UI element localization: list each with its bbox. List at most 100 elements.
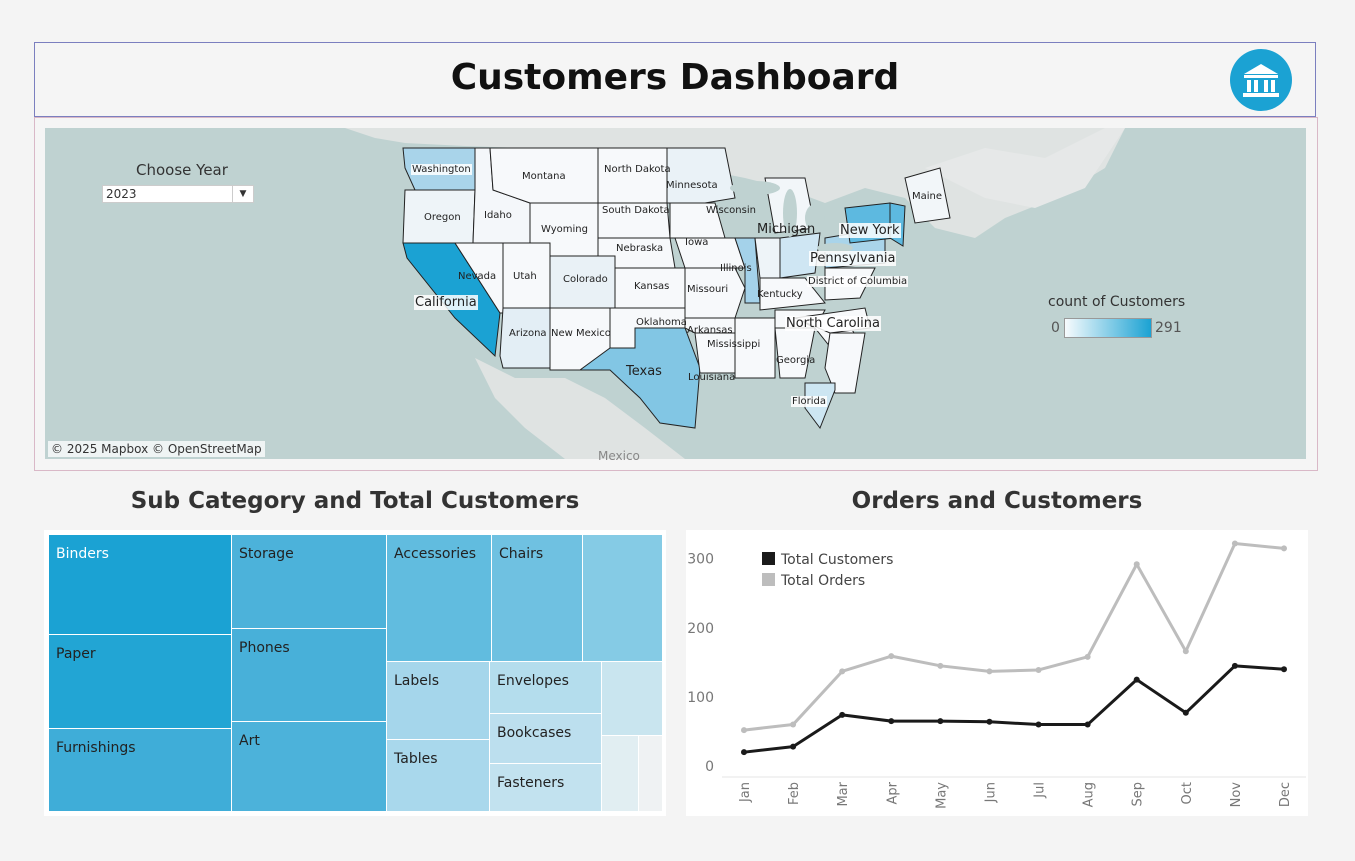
state-label: New York	[839, 223, 901, 238]
treemap-tile[interactable]: Bookcases	[489, 713, 602, 764]
tile-label: Phones	[239, 640, 290, 656]
data-point	[839, 668, 846, 675]
tile-label: Tables	[394, 751, 438, 767]
state-label: Wisconsin	[706, 205, 756, 216]
data-point	[1182, 648, 1189, 655]
tile-label: Envelopes	[497, 673, 569, 689]
series-line	[743, 664, 1285, 754]
state-label: South Dakota	[602, 205, 670, 216]
treemap-tile[interactable]: Furnishings	[48, 728, 232, 812]
state-label: Mississippi	[707, 339, 761, 350]
year-filter-label: Choose Year	[136, 161, 228, 179]
data-point	[888, 653, 895, 660]
tile-label: Furnishings	[56, 740, 136, 756]
state-label: Maine	[912, 191, 943, 202]
state-label: New Mexico	[551, 328, 611, 339]
data-point	[1133, 676, 1140, 683]
state-label: Iowa	[685, 237, 709, 248]
x-tick-label: Apr	[885, 781, 900, 804]
treemap-tile[interactable]	[582, 534, 663, 662]
state-label: Missouri	[687, 284, 729, 295]
state-label: Nevada	[458, 271, 497, 282]
state-label: Oklahoma	[636, 317, 687, 328]
map-legend-min: 0	[1051, 320, 1060, 336]
treemap-tile[interactable]: Fasteners	[489, 763, 602, 812]
legend-label: Total Customers	[780, 552, 893, 568]
treemap-tile[interactable]: Paper	[48, 634, 232, 729]
series-line	[743, 542, 1285, 732]
data-point	[1231, 540, 1238, 547]
state-label: Utah	[513, 271, 537, 282]
state-label: Illinois	[720, 263, 752, 274]
y-tick-label: 100	[687, 690, 714, 706]
state-label: Pennsylvania	[809, 251, 897, 266]
treemap-tile[interactable]: Accessories	[386, 534, 492, 662]
state-label: Oregon	[424, 212, 461, 223]
state-label: California	[414, 295, 478, 310]
state-label: North Carolina	[785, 316, 881, 331]
y-tick-label: 200	[687, 621, 714, 637]
treemap-tile[interactable]: Envelopes	[489, 661, 602, 714]
treemap-tile[interactable]: Binders	[48, 534, 232, 635]
us-map[interactable]	[45, 128, 1306, 459]
orders-customers-line-chart[interactable]: 0 100 200 300 Jan Feb Mar Apr May Jun Jul Aug Sep Oct…	[686, 530, 1308, 816]
state-label: Montana	[522, 171, 566, 182]
country-label: Mexico	[598, 449, 640, 463]
state-label: Michigan	[757, 222, 816, 237]
data-point	[888, 718, 895, 725]
treemap-tile[interactable]	[601, 661, 663, 736]
treemap: Binders Storage Accessories Chairs Paper…	[44, 530, 666, 816]
page-title: Customers Dashboard	[450, 57, 900, 98]
x-tick-label: Sep	[1131, 782, 1146, 807]
state-label: Florida	[791, 396, 828, 407]
y-tick-label: 300	[687, 552, 714, 568]
state-label: North Dakota	[604, 164, 671, 175]
treemap-tile[interactable]: Phones	[231, 628, 387, 722]
year-dropdown[interactable]: 2023 ▼	[102, 185, 254, 203]
state-label: Kentucky	[757, 289, 803, 300]
treemap-tile[interactable]: Art	[231, 721, 387, 812]
tile-label: Fasteners	[497, 775, 565, 791]
tile-label: Labels	[394, 673, 440, 689]
treemap-tile[interactable]: Tables	[386, 739, 490, 812]
tile-label: Binders	[56, 546, 109, 562]
data-point	[1084, 721, 1091, 728]
map-legend-title: count of Customers	[1048, 294, 1186, 310]
data-point	[1281, 666, 1287, 673]
treemap-tile[interactable]: Labels	[386, 661, 490, 740]
state-label: Colorado	[563, 274, 608, 285]
data-point	[741, 727, 747, 734]
x-tick-label: Feb	[787, 782, 802, 805]
data-point	[839, 711, 846, 718]
legend-swatch	[762, 552, 775, 565]
data-point	[986, 668, 993, 675]
x-tick-label: Dec	[1278, 782, 1293, 807]
state-label: Minnesota	[666, 180, 718, 191]
tile-label: Accessories	[394, 546, 477, 562]
tile-label: Paper	[56, 646, 96, 662]
data-point	[1084, 653, 1091, 660]
treemap-tile[interactable]	[601, 735, 639, 812]
map-attribution[interactable]: © 2025 Mapbox © OpenStreetMap	[48, 441, 265, 457]
year-dropdown-value: 2023	[106, 187, 137, 201]
map-legend-gradient	[1064, 318, 1152, 338]
data-point	[1035, 666, 1042, 673]
state-label: Georgia	[776, 355, 816, 366]
dashboard-header: Customers Dashboard	[34, 42, 1316, 117]
data-point	[937, 662, 944, 669]
state-label: Louisiana	[688, 372, 736, 383]
chevron-down-icon[interactable]: ▼	[232, 186, 253, 202]
map-legend-max: 291	[1155, 320, 1182, 336]
treemap-tile[interactable]: Chairs	[491, 534, 583, 662]
state-label: Washington	[411, 164, 472, 175]
state-label: Nebraska	[616, 243, 664, 254]
treemap-tile[interactable]: Storage	[231, 534, 387, 629]
x-tick-label: Jun	[983, 782, 998, 803]
treemap-tile[interactable]	[638, 735, 663, 812]
treemap-title: Sub Category and Total Customers	[130, 488, 580, 514]
x-tick-label: Oct	[1180, 782, 1195, 804]
tile-label: Bookcases	[497, 725, 572, 741]
x-tick-label: Nov	[1229, 782, 1244, 808]
tile-label: Chairs	[499, 546, 544, 562]
data-point	[741, 749, 747, 756]
